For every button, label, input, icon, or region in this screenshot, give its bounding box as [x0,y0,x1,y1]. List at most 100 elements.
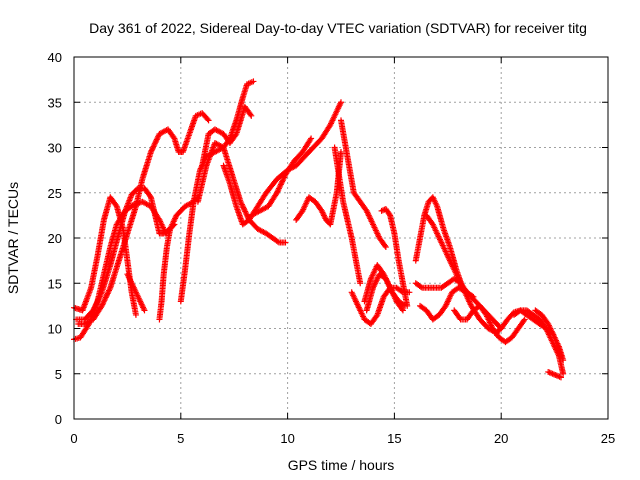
data-point [237,198,244,205]
data-point [170,134,177,141]
data-point [241,207,248,214]
x-axis-label: GPS time / hours [288,457,395,473]
data-point [153,136,160,143]
data-point [399,306,406,313]
data-point [247,111,254,118]
data-point [151,140,158,147]
data-point [167,225,174,232]
data-point [146,192,153,199]
data-point [338,99,344,106]
y-tick-label: 40 [48,50,62,65]
data-point [104,290,111,297]
series-track-11 [248,135,315,219]
data-point [205,117,212,124]
y-tick-label: 20 [48,231,62,246]
data-point [238,200,245,207]
data-point [103,293,110,300]
data-point [153,137,160,144]
series-track-14 [331,144,364,287]
data-point [102,294,109,301]
data-point [97,292,104,299]
y-tick-label: 35 [48,95,62,110]
data-point [92,303,99,310]
y-tick-label: 30 [48,141,62,156]
data-point [277,182,284,189]
data-point [307,136,314,143]
data-points [71,78,567,381]
grid-lines [74,57,608,419]
data-point [155,133,162,140]
data-point [399,307,406,314]
data-point [238,201,245,208]
x-tick-label: 10 [280,431,294,446]
data-point [382,244,389,251]
series-track-26 [532,307,565,359]
data-point [381,242,388,249]
data-point [308,135,315,142]
data-point [242,208,249,215]
x-tick-label: 0 [70,431,77,446]
series-track-18 [378,206,411,309]
data-point [279,177,286,184]
series-track-9 [199,103,255,169]
y-tick-label: 0 [55,412,62,427]
series-track-6 [156,225,174,323]
data-point [94,297,101,304]
series-track-23 [451,302,528,346]
y-tick-label: 5 [55,367,62,382]
data-point [96,294,103,301]
chart-title: Day 361 of 2022, Sidereal Day-to-day VTE… [89,20,587,36]
data-point [279,178,286,185]
data-point [99,301,106,308]
data-point [96,293,103,300]
data-point [94,299,101,306]
data-point [105,287,112,294]
data-point [105,288,112,295]
axis-ticks [73,56,609,420]
series-track-3 [75,110,212,327]
data-point [102,295,109,302]
data-point [148,147,155,154]
data-point [281,174,288,181]
x-tick-label: 15 [387,431,401,446]
y-tick-label: 25 [48,186,62,201]
data-point [204,116,211,123]
data-point [147,149,154,156]
data-point [149,146,156,153]
data-point [150,143,157,150]
data-point [149,144,156,151]
data-point [106,286,113,293]
data-point [100,298,107,305]
data-point [417,283,424,290]
data-point [558,374,565,381]
series-track-27 [545,368,565,381]
y-tick-label: 10 [48,322,62,337]
data-point [98,290,105,297]
series-track-5 [124,271,148,314]
data-point [558,352,565,359]
data-point [98,302,105,309]
data-point [104,291,111,298]
data-point [141,307,148,314]
data-point [92,301,99,308]
data-point [278,180,285,187]
data-point [280,175,287,182]
data-point [520,317,527,324]
data-point [239,202,246,209]
data-point [232,132,239,139]
data-point [276,184,283,191]
data-point [248,112,255,119]
data-point [170,222,177,229]
data-point [151,142,158,149]
y-tick-labels: 0 5 10 15 20 25 30 35 40 [48,50,62,427]
data-point [243,211,250,218]
data-point [274,188,281,195]
series-track-8 [194,139,289,246]
data-point [90,306,97,313]
data-point [250,78,257,85]
series-track-4 [73,185,178,323]
x-tick-label: 20 [494,431,508,446]
x-tick-labels: 0 5 10 15 20 25 [70,431,615,446]
data-point [404,302,411,309]
